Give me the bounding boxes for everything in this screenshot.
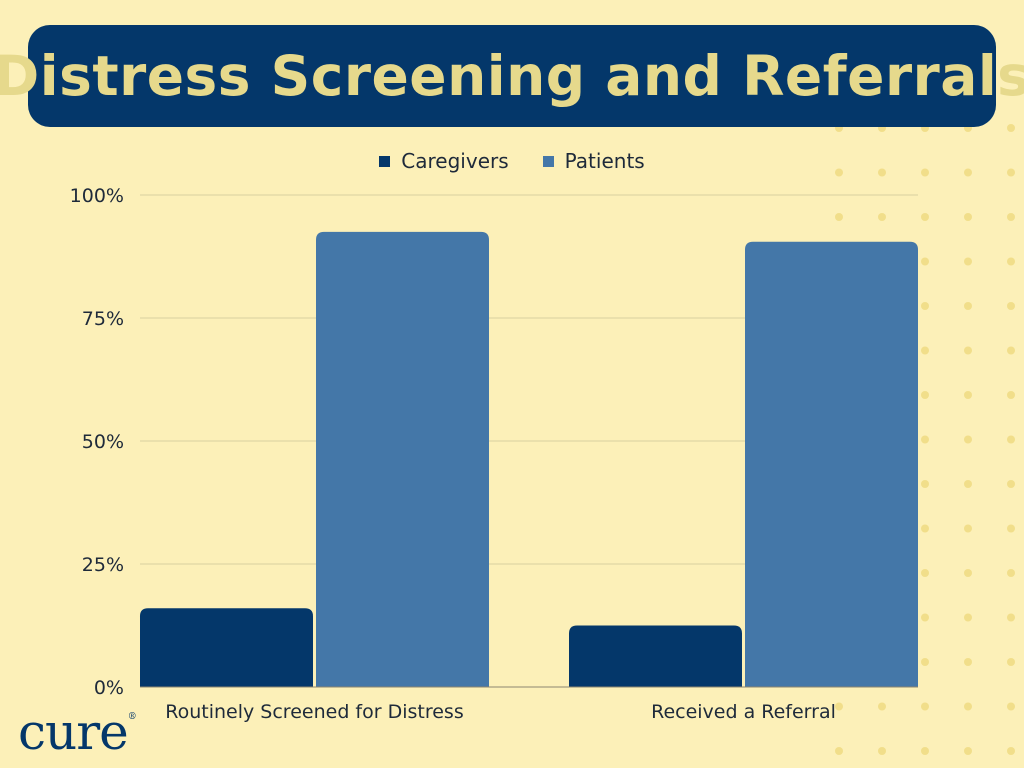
decorative-dot	[1007, 658, 1015, 666]
y-tick-label: 25%	[82, 554, 124, 576]
chart-title: Distress Screening and Referrals	[0, 44, 1024, 108]
decorative-dot	[1007, 302, 1015, 310]
decorative-dot	[921, 213, 929, 221]
bar-caregivers-1	[140, 608, 313, 687]
decorative-dot	[878, 702, 886, 711]
decorative-dot	[921, 346, 929, 355]
decorative-dot	[921, 480, 929, 488]
decorative-dot	[1007, 702, 1015, 711]
decorative-dot	[1007, 569, 1015, 577]
decorative-dot	[835, 213, 843, 221]
decorative-dot	[1007, 213, 1015, 221]
decorative-dot	[878, 747, 886, 755]
decorative-dot	[878, 168, 886, 177]
x-category-label: Routinely Screened for Distress	[165, 701, 463, 723]
decorative-dot	[1007, 480, 1015, 488]
decorative-dot	[1007, 168, 1015, 177]
decorative-dot	[921, 435, 929, 444]
decorative-dot	[964, 168, 972, 177]
decorative-dot	[921, 702, 929, 711]
title-banner: Distress Screening and Referrals	[0, 25, 1024, 127]
decorative-dot	[964, 302, 972, 310]
decorative-dot	[1007, 435, 1015, 444]
legend: Caregivers Patients	[0, 149, 1024, 173]
decorative-dot	[921, 658, 929, 666]
decorative-dot	[964, 569, 972, 577]
cure-logo: cure®	[18, 707, 137, 757]
y-tick-label: 75%	[82, 308, 124, 330]
logo-text: cure	[18, 703, 129, 761]
x-category-label: Received a Referral	[651, 701, 836, 723]
decorative-dot	[835, 168, 843, 177]
decorative-dot	[964, 480, 972, 488]
decorative-dot	[1007, 524, 1015, 533]
decorative-dot	[1007, 747, 1015, 755]
decorative-dot	[921, 257, 929, 266]
decorative-dot	[1007, 391, 1015, 399]
decorative-dot	[964, 391, 972, 399]
decorative-dot	[1007, 124, 1015, 132]
decorative-dot	[921, 747, 929, 755]
legend-label-patients: Patients	[564, 149, 645, 173]
bar-patients-2	[745, 241, 918, 688]
y-tick-label: 100%	[70, 185, 124, 207]
decorative-dot	[964, 524, 972, 533]
decorative-dot	[964, 435, 972, 444]
bar-caregivers-2	[569, 625, 742, 687]
decorative-dot	[835, 702, 843, 711]
decorative-dot	[964, 658, 972, 666]
logo-registered-mark: ®	[127, 712, 137, 722]
legend-item-caregivers: Caregivers	[379, 149, 509, 173]
decorative-dot	[1007, 613, 1015, 622]
decorative-dot	[921, 524, 929, 533]
decorative-dot	[921, 569, 929, 577]
decorative-dot	[964, 346, 972, 355]
decorative-dot	[921, 391, 929, 399]
decorative-dot	[921, 168, 929, 177]
y-tick-label: 0%	[94, 677, 124, 699]
bar-patients-1	[316, 231, 489, 687]
legend-label-caregivers: Caregivers	[401, 149, 509, 173]
y-tick-label: 50%	[82, 431, 124, 453]
legend-item-patients: Patients	[542, 149, 645, 173]
decorative-dot	[964, 613, 972, 622]
decorative-dot	[964, 702, 972, 711]
decorative-dot	[835, 747, 843, 755]
decorative-dot	[964, 747, 972, 755]
decorative-dot	[921, 302, 929, 310]
decorative-dot	[964, 257, 972, 266]
decorative-dot	[964, 213, 972, 221]
decorative-dot	[1007, 257, 1015, 266]
legend-swatch-patients	[542, 155, 554, 167]
decorative-dot	[1007, 346, 1015, 355]
legend-swatch-caregivers	[379, 155, 391, 167]
decorative-dot	[921, 613, 929, 622]
decorative-dot	[878, 213, 886, 221]
